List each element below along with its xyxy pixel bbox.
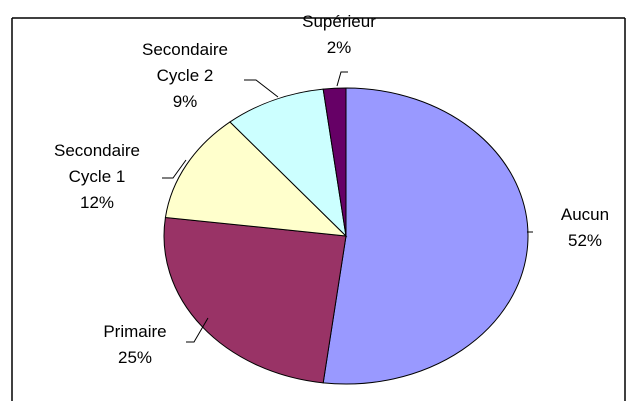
slice-label: Supérieur 2%: [284, 9, 394, 61]
category-label: Primaire: [103, 322, 167, 341]
leader-line: [186, 317, 209, 343]
value-label: 25%: [117, 348, 153, 367]
category-label: Secondaire Cycle 2: [141, 40, 228, 85]
slice: [163, 216, 347, 384]
value-label: 2%: [326, 38, 352, 57]
slice-label: Primaire 25%: [80, 319, 190, 371]
slice: [322, 87, 347, 237]
leader-line: [162, 159, 187, 179]
pie: [163, 87, 529, 385]
slice: [164, 121, 348, 237]
slice: [229, 88, 347, 238]
leader-line: [244, 79, 279, 98]
category-label: Supérieur: [302, 12, 376, 31]
leader-lines: [162, 71, 533, 343]
value-label: 52%: [567, 231, 603, 250]
category-label: Secondaire Cycle 1: [53, 141, 140, 186]
category-label: Aucun: [560, 205, 610, 224]
value-label: 12%: [79, 193, 115, 212]
slice-label: Aucun 52%: [530, 202, 628, 254]
value-label: 9%: [172, 92, 198, 111]
slice: [322, 87, 529, 385]
leader-line: [336, 71, 348, 87]
slice-label: Secondaire Cycle 1 12%: [42, 138, 152, 216]
slice-label: Secondaire Cycle 2 9%: [130, 37, 240, 115]
